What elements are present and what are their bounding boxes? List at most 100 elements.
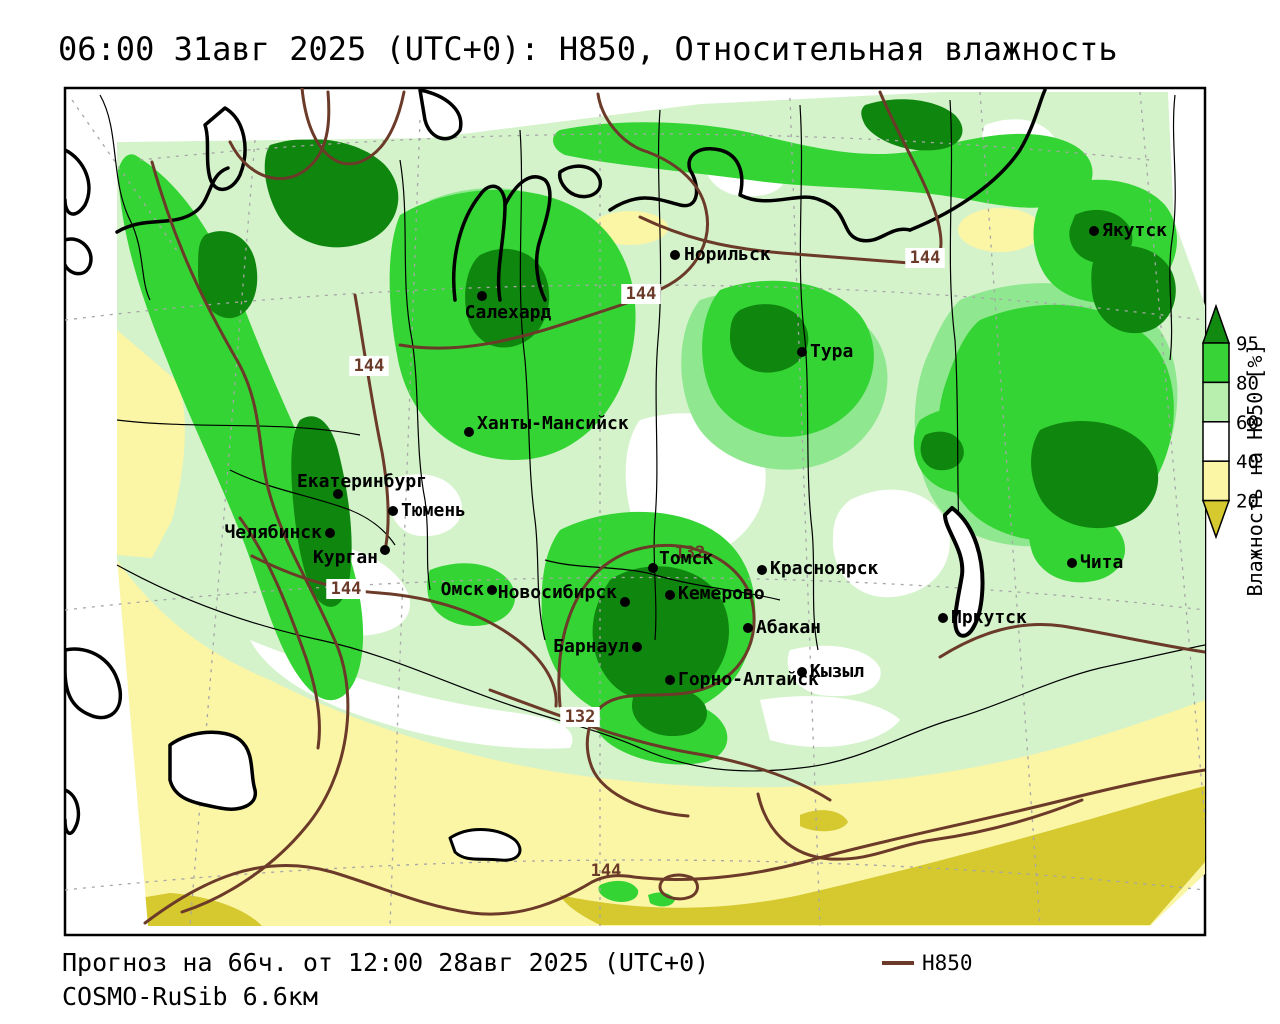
city-label: Норильск xyxy=(684,244,771,265)
city-marker xyxy=(797,667,807,677)
colorbar-segment-gt95 xyxy=(1201,303,1231,344)
border-line xyxy=(116,564,1205,772)
city-label: Якутск xyxy=(1102,220,1167,241)
colorbar-segment-lt20 xyxy=(1201,499,1231,540)
graticule-parallel xyxy=(139,133,1151,161)
city-label: Кызыл xyxy=(810,661,864,682)
humidity-gt95 xyxy=(920,431,964,471)
city-label: Тура xyxy=(810,341,853,362)
colorbar-segment xyxy=(1202,342,1230,384)
h850-contour xyxy=(488,688,832,802)
city-label: Ханты-Мансийск xyxy=(477,413,629,434)
colorbar-tick-label: 40 xyxy=(1236,451,1259,473)
city-label: Чита xyxy=(1080,552,1123,573)
city-marker xyxy=(1067,558,1077,568)
contour-label-box xyxy=(905,248,945,268)
contour-value-label: 144 xyxy=(591,861,622,881)
humidity-lt20-spot xyxy=(800,810,848,832)
page-title: 06:00 31авг 2025 (UTC+0): H850, Относите… xyxy=(58,30,1118,68)
yamal-peninsula xyxy=(451,184,507,302)
humidity-40-60-patch xyxy=(250,640,573,749)
humidity-gt95 xyxy=(465,248,550,348)
contour-label-box xyxy=(621,284,661,304)
colorbar-tick-label: 80 xyxy=(1236,372,1259,394)
city-label: Омск xyxy=(441,579,485,600)
colorbar-segment xyxy=(1202,381,1230,423)
border-line xyxy=(799,104,819,651)
humidity-80-95 xyxy=(1028,510,1126,583)
city-label: Абакан xyxy=(756,617,821,638)
lake-baikal xyxy=(943,506,985,638)
humidity-20-40-west xyxy=(117,330,185,558)
humidity-lt20-bottom-band xyxy=(560,786,1205,925)
city-marker xyxy=(938,613,948,623)
border-line xyxy=(544,559,781,601)
h850-contour xyxy=(228,90,331,181)
colorbar-title: Влажность на H850 [%] xyxy=(1243,344,1267,597)
city-marker xyxy=(380,545,390,555)
contour-value-label: 144 xyxy=(626,284,657,304)
border-line xyxy=(229,469,396,546)
city-marker xyxy=(464,427,474,437)
city-label: Екатеринбург xyxy=(297,471,427,492)
gydan-peninsula xyxy=(503,175,552,302)
humidity-20-40-norilsk-spot xyxy=(592,211,668,245)
h850-contour xyxy=(938,622,1205,659)
colorbar-tick-label: 95 xyxy=(1236,333,1259,355)
scandinavia-coast xyxy=(65,148,91,216)
city-label: Горно-Алтайск xyxy=(678,669,819,690)
city-label: Кемерово xyxy=(678,583,765,604)
city-label: Томск xyxy=(659,548,713,569)
city-marker xyxy=(333,489,343,499)
east-arctic-coast xyxy=(908,88,1047,232)
model-info: COSMO-RuSib 6.6км xyxy=(62,982,318,1011)
h850-contour xyxy=(238,516,321,750)
border-line xyxy=(519,129,546,641)
humidity-40-60-patch xyxy=(832,489,950,598)
humidity-20-40-south xyxy=(117,560,1205,926)
h850-contour xyxy=(398,92,709,350)
humidity-80-95 xyxy=(553,122,1093,208)
humidity-gt95 xyxy=(264,138,399,248)
island xyxy=(418,88,463,141)
city-marker xyxy=(632,642,642,652)
city-label: Иркутск xyxy=(951,607,1027,628)
island-novaya-zemlya xyxy=(203,106,247,191)
city-marker xyxy=(620,597,630,607)
city-label: Курган xyxy=(313,547,378,568)
arctic-coast xyxy=(115,166,230,234)
city-label: Барнаул xyxy=(553,636,629,657)
h850-contour xyxy=(250,554,558,708)
forecast-info: Прогноз на 66ч. от 12:00 28авг 2025 (UTC… xyxy=(62,948,710,977)
humidity-gt95 xyxy=(198,231,258,319)
caspian-sea xyxy=(65,647,122,720)
city-marker xyxy=(743,623,753,633)
h850-line-sample xyxy=(882,961,914,965)
city-marker xyxy=(665,675,675,685)
humidity-80-95-ural-band xyxy=(118,154,364,701)
humidity-gt95 xyxy=(291,416,352,607)
colorbar-tick-label: 20 xyxy=(1236,491,1259,513)
aral-sea xyxy=(168,730,257,811)
contour-label-box xyxy=(349,356,389,376)
h850-contour xyxy=(150,160,350,914)
city-marker xyxy=(477,291,487,301)
humidity-gt95 xyxy=(632,686,707,737)
humidity-80-95 xyxy=(427,563,516,626)
city-marker xyxy=(1089,226,1099,236)
contour-label-layer: 132 144 144 144 144 132 144 xyxy=(326,248,945,881)
humidity-40-60-patch xyxy=(760,696,900,748)
coastlines xyxy=(65,88,1047,862)
city-marker xyxy=(648,563,658,573)
border-line xyxy=(1169,94,1176,361)
graticule-parallel xyxy=(65,859,1205,891)
humidity-80-95 xyxy=(598,880,639,902)
humidity-gt95 xyxy=(1031,421,1159,529)
colorbar-segment xyxy=(1202,421,1230,462)
h850-contour xyxy=(300,88,406,166)
h850-contour xyxy=(756,792,1084,861)
border-line xyxy=(949,99,963,581)
contour-value-label: 144 xyxy=(910,248,941,268)
lake-balkhash xyxy=(448,828,522,862)
